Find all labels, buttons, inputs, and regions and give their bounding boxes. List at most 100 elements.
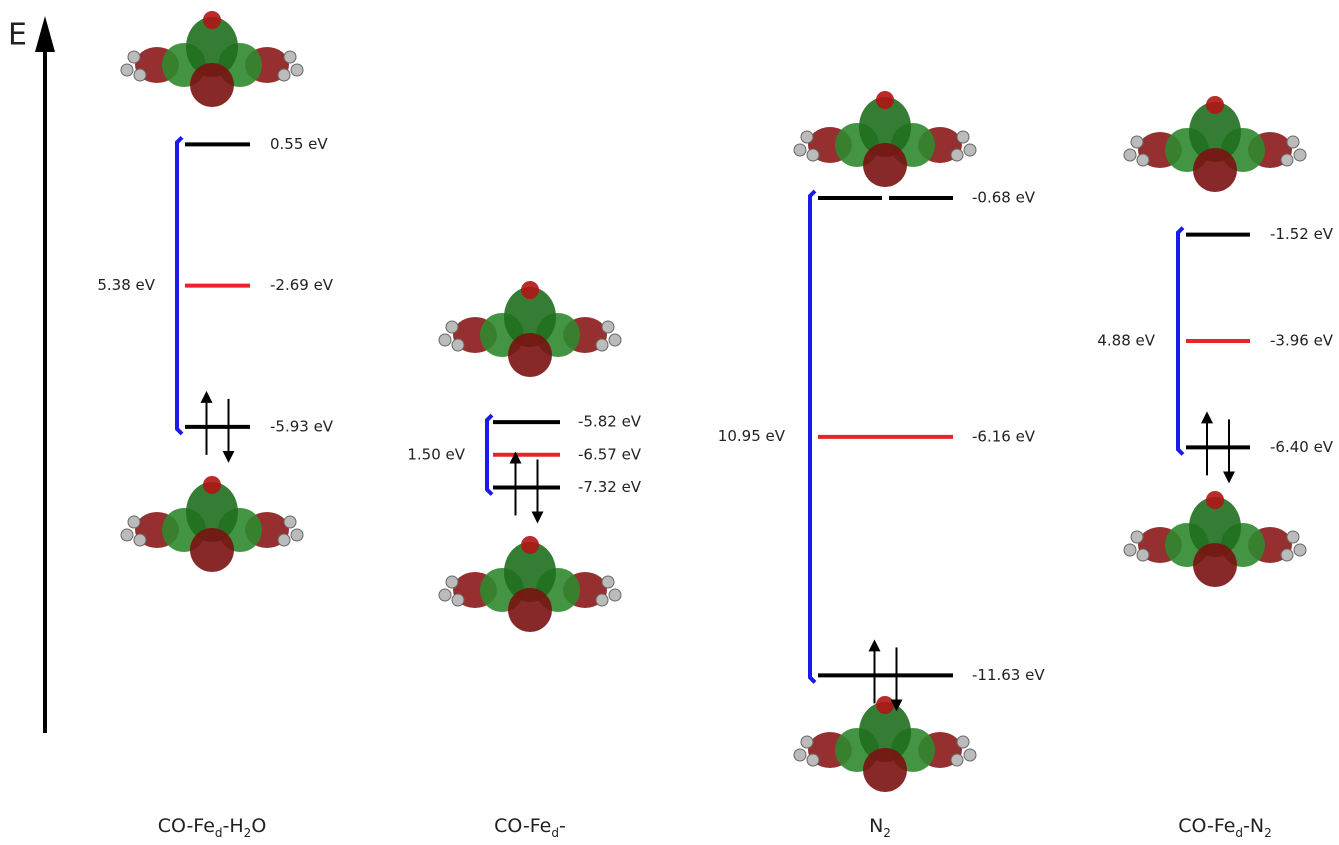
atom (1287, 531, 1299, 543)
name-part: CO-Fe (158, 815, 215, 837)
name-part: 2 (244, 826, 252, 840)
lobe (863, 748, 907, 792)
atom (951, 754, 963, 766)
lobe (1206, 491, 1224, 509)
name-part: d (215, 826, 223, 840)
lobe (508, 333, 552, 377)
name-part: 2 (1264, 826, 1272, 840)
orbital-image (794, 91, 976, 187)
atom (278, 534, 290, 546)
name-part: CO-Fe (494, 815, 551, 837)
atom (596, 594, 608, 606)
atom (121, 64, 133, 76)
lobe (203, 476, 221, 494)
atom (596, 339, 608, 351)
atom (1124, 149, 1136, 161)
atom (452, 594, 464, 606)
level-label: -0.68 eV (972, 189, 1036, 207)
atom (134, 69, 146, 81)
molecule-name: CO-Fed- (494, 815, 566, 840)
atom (439, 589, 451, 601)
gap-bracket (487, 415, 492, 494)
panels: 5.38 eV 0.55 eV -2.69 eV -5.93 eV CO-Fed-H2O… (97, 11, 1333, 840)
gap-label: 4.88 eV (1097, 332, 1155, 350)
level-label: -3.96 eV (1270, 332, 1334, 350)
name-part: CO-Fe (1178, 815, 1235, 837)
atom (957, 736, 969, 748)
atom (121, 529, 133, 541)
level-label: -5.93 eV (270, 417, 334, 435)
atom (278, 69, 290, 81)
atom (291, 529, 303, 541)
level-label: -2.69 eV (270, 276, 334, 294)
atom (801, 131, 813, 143)
atom (1124, 544, 1136, 556)
orbital-image (439, 536, 621, 632)
atom (1281, 154, 1293, 166)
lobe (1193, 543, 1237, 587)
level-label: -6.57 eV (578, 445, 642, 463)
energy-diagram: E 5.38 eV0.55 eV-2.69 eV-5.93 eVCO-Fed-H… (0, 0, 1339, 841)
atom (1137, 154, 1149, 166)
name-part: -N (1243, 815, 1264, 837)
name-part: d (551, 826, 559, 840)
level-label: -1.52 eV (1270, 225, 1334, 243)
gap-bracket (1178, 228, 1183, 455)
lobe (1193, 148, 1237, 192)
gap-label: 1.50 eV (407, 445, 465, 463)
orbital-image (121, 11, 303, 107)
atom (609, 334, 621, 346)
level-label: -7.32 eV (578, 478, 642, 496)
orbital-image (1124, 491, 1306, 587)
lobe (521, 536, 539, 554)
molecule-name: CO-Fed-H2O (158, 815, 267, 840)
page: E 5.38 eV0.55 eV-2.69 eV-5.93 eVCO-Fed-H… (0, 0, 1339, 845)
lobe (190, 528, 234, 572)
level-label: -5.82 eV (578, 413, 642, 431)
atom (609, 589, 621, 601)
level-label: -6.16 eV (972, 427, 1036, 445)
name-part: N (869, 815, 883, 837)
name-part: -H (223, 815, 244, 837)
atom (951, 149, 963, 161)
atom (284, 51, 296, 63)
level-label: -6.40 eV (1270, 438, 1334, 456)
atom (957, 131, 969, 143)
orbital-image (121, 476, 303, 572)
gap-bracket (177, 137, 182, 434)
lobe (190, 63, 234, 107)
axis-arrow (35, 16, 55, 52)
atom (1137, 549, 1149, 561)
gap-bracket (810, 191, 815, 682)
atom (1281, 549, 1293, 561)
lobe (863, 143, 907, 187)
atom (807, 149, 819, 161)
atom (1131, 531, 1143, 543)
atom (1294, 149, 1306, 161)
atom (964, 749, 976, 761)
atom (128, 51, 140, 63)
orbital-image (439, 281, 621, 377)
lobe (1206, 96, 1224, 114)
gap-label: 5.38 eV (97, 276, 155, 294)
lobe (508, 588, 552, 632)
atom (1287, 136, 1299, 148)
level-label: 0.55 eV (270, 135, 328, 153)
atom (794, 144, 806, 156)
atom (1131, 136, 1143, 148)
molecule-name: N2 (869, 815, 891, 840)
name-part: d (1235, 826, 1243, 840)
atom (801, 736, 813, 748)
axis-label: E (8, 18, 27, 53)
lobe (876, 696, 894, 714)
atom (439, 334, 451, 346)
orbital-image (794, 696, 976, 792)
lobe (203, 11, 221, 29)
atom (452, 339, 464, 351)
atom (794, 749, 806, 761)
orbital-image (1124, 96, 1306, 192)
atom (964, 144, 976, 156)
atom (291, 64, 303, 76)
molecule-name: CO-Fed-N2 (1178, 815, 1272, 840)
atom (128, 516, 140, 528)
